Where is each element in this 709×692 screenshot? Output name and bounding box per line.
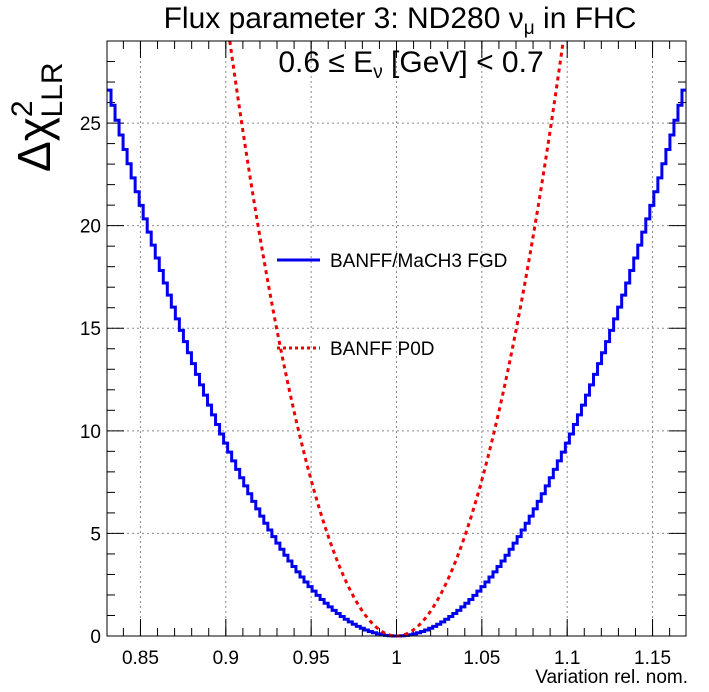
chart-title-main: Flux parameter 3: ND280 ν [164, 2, 524, 35]
x-axis-label: Variation rel. nom. [535, 667, 688, 688]
y-tick-label: 10 [80, 422, 101, 443]
chart-title-subscript: μ [524, 18, 535, 39]
chart-title: Flux parameter 3: ND280 νμ in FHC [164, 2, 637, 39]
chart-subtitle-suffix: [GeV] < 0.7 [383, 46, 544, 79]
axis-ticks [107, 41, 686, 637]
y-axis-label-main: Δχ [8, 117, 60, 172]
y-tick-label: 20 [80, 217, 101, 238]
y-axis-label-superscript: 2 [6, 100, 39, 117]
x-tick-label: 0.9 [213, 648, 239, 669]
chart-subtitle: 0.6 ≤ Eν [GeV] < 0.7 [278, 46, 543, 83]
y-tick-label: 25 [80, 114, 101, 135]
y-axis-label-subscript: LLR [36, 62, 69, 117]
legend-label-p0d: BANFF P0D [330, 339, 435, 360]
chart-subtitle-main: 0.6 ≤ E [278, 46, 373, 79]
y-tick-label: 0 [90, 627, 101, 648]
x-tick-label: 1.15 [634, 648, 671, 669]
chart-title-suffix: in FHC [535, 2, 637, 35]
y-axis-label: Δχ2LLR [6, 62, 69, 172]
x-tick-label: 0.85 [122, 648, 159, 669]
x-tick-label: 1.1 [554, 648, 580, 669]
y-tick-label: 5 [90, 524, 101, 545]
plot-frame [106, 40, 687, 637]
series-p0d-line [228, 40, 565, 638]
grid [107, 41, 686, 636]
x-tick-label: 0.95 [293, 648, 330, 669]
x-tick-label: 1.05 [463, 648, 500, 669]
legend-label-fgd: BANFF/MaCH3 FGD [330, 251, 507, 272]
x-tick-label: 1 [391, 648, 402, 669]
y-tick-label: 15 [80, 319, 101, 340]
chart-subtitle-subscript: ν [373, 62, 383, 83]
tick-labels: 0.85 0.9 0.95 1 1.05 1.1 1.15 0 5 10 15 20 25 [80, 114, 671, 669]
legend: BANFF/MaCH3 FGD BANFF P0D [277, 251, 507, 360]
